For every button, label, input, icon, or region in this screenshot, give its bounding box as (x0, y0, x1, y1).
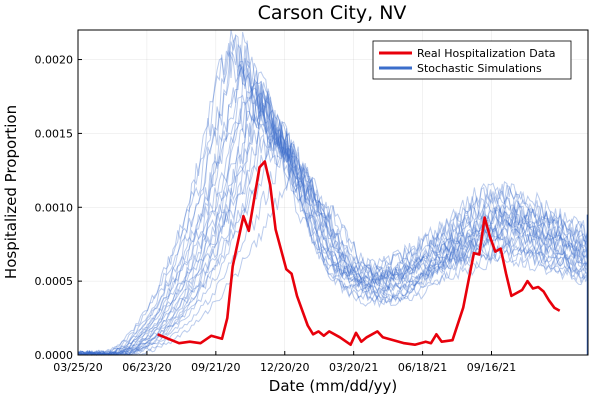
simulation-run-line (77, 167, 589, 356)
simulation-run-line (77, 136, 589, 356)
simulation-run-line (77, 40, 589, 356)
simulation-run-line (77, 29, 589, 356)
x-axis-title: Date (mm/dd/yy) (269, 377, 397, 395)
y-axis-ticks: 0.0000 0.0005 0.0010 0.0015 0.0020 (35, 54, 82, 362)
x-tick-label: 06/18/21 (398, 361, 447, 374)
simulation-run-line (77, 99, 589, 356)
simulation-run-line (77, 106, 589, 356)
simulation-run-line (77, 71, 589, 356)
legend-label-real: Real Hospitalization Data (417, 47, 556, 60)
x-tick-label: 03/20/21 (329, 361, 378, 374)
plot-frame (77, 29, 589, 356)
simulation-run-line (77, 133, 589, 356)
x-tick-label: 09/21/20 (191, 361, 240, 374)
chart-title: Carson City, NV (258, 2, 407, 24)
simulation-run-line (77, 60, 589, 356)
simulation-run-line (77, 131, 589, 356)
simulation-run-line (77, 31, 589, 356)
simulation-run-line (77, 87, 589, 356)
y-tick-label: 0.0015 (35, 127, 74, 140)
x-tick-label: 09/16/21 (467, 361, 516, 374)
simulation-run-line (77, 77, 589, 356)
x-tick-label: 03/25/20 (53, 361, 102, 374)
simulation-run-line (77, 85, 589, 356)
simulation-run-line (77, 57, 589, 356)
simulation-run-line (77, 49, 589, 356)
y-tick-label: 0.0005 (35, 275, 74, 288)
x-tick-label: 06/23/20 (122, 361, 171, 374)
legend-box (372, 40, 572, 80)
y-axis-title: Hospitalized Proportion (2, 105, 20, 279)
legend: Real Hospitalization Data Stochastic Sim… (372, 40, 572, 80)
real-data-line (157, 160, 561, 347)
y-tick-label: 0.0000 (35, 349, 74, 362)
chart-grid (77, 30, 588, 356)
y-tick-label: 0.0010 (35, 201, 74, 214)
simulation-run-line (77, 43, 589, 356)
x-tick-label: 12/20/20 (260, 361, 309, 374)
simulation-run-line (77, 118, 589, 356)
simulation-run-line (77, 96, 589, 356)
simulation-run-line (77, 103, 589, 356)
real-hospitalization-line (157, 160, 561, 347)
legend-label-simulations: Stochastic Simulations (417, 62, 542, 75)
simulation-run-line (77, 123, 589, 356)
simulation-run-line (77, 64, 589, 356)
y-tick-label: 0.0020 (35, 54, 74, 67)
x-axis-ticks: 03/25/20 06/23/20 09/21/20 12/20/20 03/20/21… (53, 351, 516, 374)
